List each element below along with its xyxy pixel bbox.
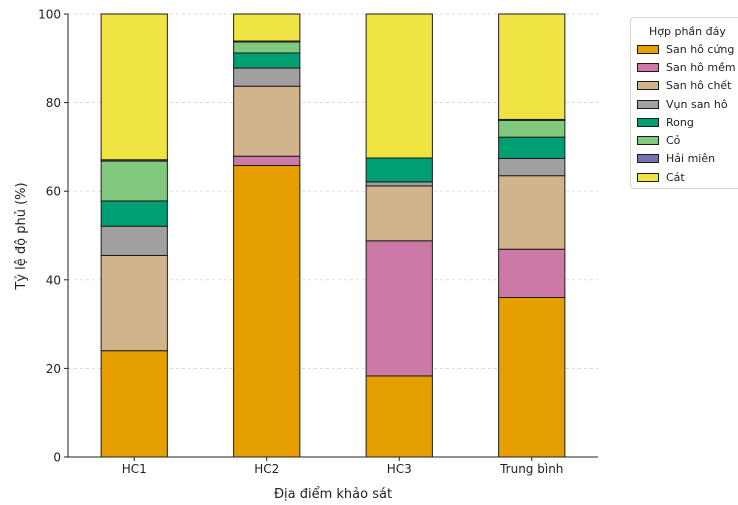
legend-item: Cỏ xyxy=(631,131,738,149)
legend-swatch xyxy=(637,62,659,72)
legend-label: San hô cứng xyxy=(666,42,735,56)
axes xyxy=(67,14,598,458)
bar-segment xyxy=(100,350,168,458)
bars xyxy=(100,13,566,458)
bar-segment xyxy=(365,13,433,159)
y-axis-label: Tỷ lệ độ phủ (%) xyxy=(14,182,29,290)
y-tick-label: 80 xyxy=(46,96,61,110)
y-tick-label: 20 xyxy=(46,362,61,376)
legend-item: Vụn san hô xyxy=(631,95,738,113)
bar-segment xyxy=(365,157,433,183)
legend: Hợp phần đáy San hô cứng San hô mềm San hô… xyxy=(630,17,738,189)
x-axis-ticks: HC1 HC2 HC3 Trung bình xyxy=(122,457,563,476)
bar-segment xyxy=(233,13,301,42)
bar-segment xyxy=(365,181,433,187)
bar-segment xyxy=(498,136,566,159)
legend-item: San hô cứng xyxy=(631,40,738,58)
y-tick-label: 0 xyxy=(53,451,61,465)
legend-label: Hải miên xyxy=(666,152,716,166)
bar-segment xyxy=(498,175,566,250)
y-tick-label: 60 xyxy=(46,185,61,199)
bar-segment xyxy=(233,41,301,54)
bar-segment xyxy=(100,13,168,161)
legend-swatch xyxy=(637,154,659,164)
legend-item: San hô mềm xyxy=(631,58,738,76)
bar-segment xyxy=(233,85,301,157)
legend-swatch xyxy=(637,81,659,91)
legend-swatch xyxy=(637,136,659,146)
bar-segment xyxy=(498,248,566,299)
y-tick-label: 40 xyxy=(46,273,61,287)
bar-segment xyxy=(233,67,301,87)
y-axis-ticks: 0 20 40 60 80 100 xyxy=(38,8,68,465)
legend-item: Rong xyxy=(631,113,738,131)
legend-item: Hải miên xyxy=(631,150,738,168)
legend-item: Cát xyxy=(631,168,738,186)
x-tick-label: HC3 xyxy=(387,462,412,476)
x-tick-label: Trung bình xyxy=(499,462,563,476)
bar-segment xyxy=(498,119,566,138)
bar-segment xyxy=(365,185,433,242)
legend-label: Vụn san hô xyxy=(666,97,728,111)
legend-label: Cát xyxy=(666,170,685,184)
bar-segment xyxy=(233,165,301,458)
bar-segment xyxy=(498,297,566,458)
x-axis-label: Địa điểm khảo sát xyxy=(274,487,392,502)
bar-segment xyxy=(365,240,433,377)
bar-segment xyxy=(100,254,168,352)
x-tick-label: HC2 xyxy=(254,462,279,476)
bar-segment xyxy=(233,52,301,69)
x-tick-label: HC1 xyxy=(122,462,147,476)
legend-label: San hô chết xyxy=(666,79,732,93)
bar-segment xyxy=(498,157,566,177)
legend-swatch xyxy=(637,99,659,109)
bar-segment xyxy=(100,200,168,227)
bar-segment xyxy=(233,155,301,167)
bar-segment xyxy=(498,13,566,120)
legend-label: San hô mềm xyxy=(666,60,736,74)
y-tick-label: 100 xyxy=(38,8,61,22)
grid xyxy=(68,13,598,369)
bar-segment xyxy=(100,160,168,202)
legend-swatch xyxy=(637,172,659,182)
legend-label: Cỏ xyxy=(666,134,681,148)
legend-swatch xyxy=(637,44,659,54)
legend-label: Rong xyxy=(666,115,694,129)
bar-segment xyxy=(365,375,433,458)
legend-item: San hô chết xyxy=(631,77,738,95)
legend-items: San hô cứng San hô mềm San hô chết Vụn san … xyxy=(631,40,738,186)
bar-segment xyxy=(100,225,168,256)
legend-title: Hợp phần đáy xyxy=(649,25,726,38)
legend-swatch xyxy=(637,117,659,127)
